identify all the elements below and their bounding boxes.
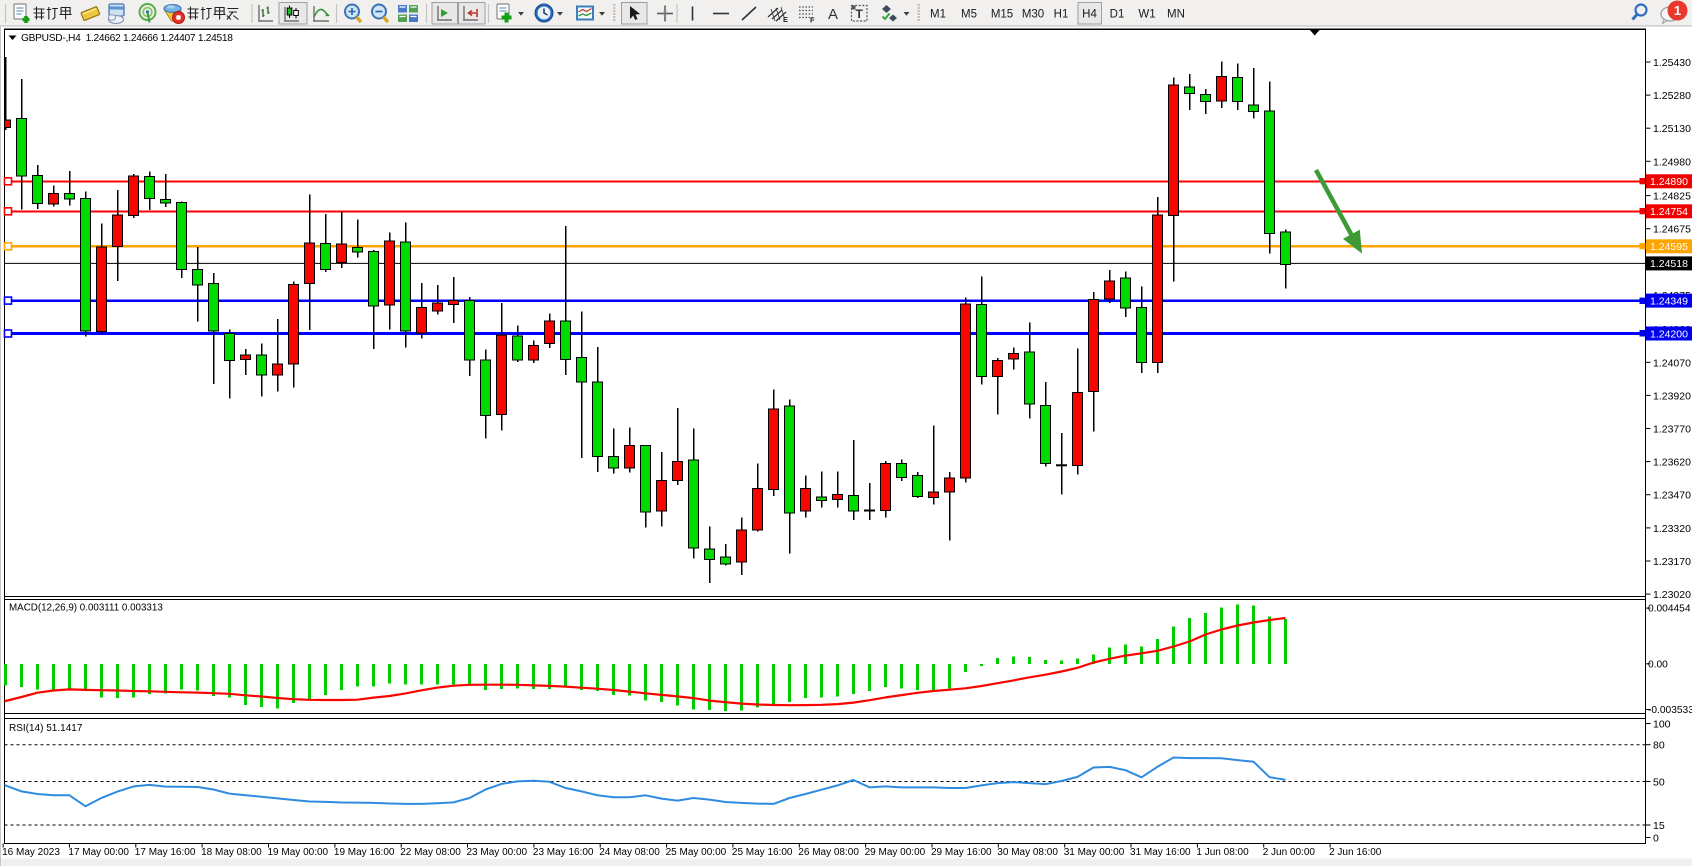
svg-text:1.24675: 1.24675	[1653, 224, 1691, 236]
svg-text:0.00: 0.00	[1648, 659, 1668, 670]
svg-text:1.23620: 1.23620	[1653, 457, 1691, 469]
svg-text:M1: M1	[930, 9, 946, 21]
svg-text:1.24754: 1.24754	[1650, 206, 1688, 218]
svg-text:22 May 08:00: 22 May 08:00	[400, 847, 461, 858]
svg-text:23 May 00:00: 23 May 00:00	[467, 847, 528, 858]
svg-text:D1: D1	[1110, 9, 1125, 21]
svg-text:1.25130: 1.25130	[1653, 123, 1691, 135]
svg-text:1.23470: 1.23470	[1653, 490, 1691, 502]
svg-text:2 Jun 00:00: 2 Jun 00:00	[1263, 847, 1316, 858]
svg-text:1.23770: 1.23770	[1653, 424, 1691, 436]
svg-text:1.25280: 1.25280	[1653, 90, 1691, 102]
svg-text:1.23320: 1.23320	[1653, 523, 1691, 535]
svg-text:GBPUSD-,H4 1.24662 1.24666 1.: GBPUSD-,H4 1.24662 1.24666 1.24407 1.245…	[21, 33, 233, 44]
svg-text:31 May 16:00: 31 May 16:00	[1130, 847, 1191, 858]
svg-text:M15: M15	[991, 9, 1013, 21]
svg-text:MN: MN	[1167, 9, 1185, 21]
svg-text:29 May 00:00: 29 May 00:00	[865, 847, 926, 858]
svg-text:17 May 00:00: 17 May 00:00	[68, 847, 129, 858]
svg-text:26 May 08:00: 26 May 08:00	[798, 847, 859, 858]
svg-text:1.24595: 1.24595	[1650, 241, 1688, 253]
svg-text:1.23920: 1.23920	[1653, 390, 1691, 402]
svg-text:29 May 16:00: 29 May 16:00	[931, 847, 992, 858]
svg-text:31 May 00:00: 31 May 00:00	[1064, 847, 1125, 858]
svg-text:1.24890: 1.24890	[1650, 176, 1688, 188]
svg-text:H4: H4	[1082, 9, 1097, 21]
svg-text:H1: H1	[1054, 9, 1069, 21]
svg-text:1: 1	[1674, 3, 1681, 18]
svg-text:1.24349: 1.24349	[1650, 295, 1688, 307]
svg-text:30 May 08:00: 30 May 08:00	[997, 847, 1058, 858]
svg-text:1 Jun 08:00: 1 Jun 08:00	[1196, 847, 1249, 858]
svg-text:T: T	[856, 7, 864, 21]
svg-text:24 May 08:00: 24 May 08:00	[599, 847, 660, 858]
svg-text:1.24070: 1.24070	[1653, 357, 1691, 369]
svg-text:50: 50	[1653, 777, 1665, 789]
svg-text:0.004454: 0.004454	[1648, 604, 1691, 615]
svg-text:23 May 16:00: 23 May 16:00	[533, 847, 594, 858]
svg-text:19 May 00:00: 19 May 00:00	[268, 847, 329, 858]
svg-text:1.25430: 1.25430	[1653, 57, 1691, 69]
svg-text:A: A	[828, 6, 838, 23]
svg-text:M5: M5	[961, 9, 977, 21]
svg-text:18 May 08:00: 18 May 08:00	[201, 847, 262, 858]
svg-text:F: F	[810, 16, 815, 25]
svg-text:M30: M30	[1022, 9, 1044, 21]
svg-text:25 May 16:00: 25 May 16:00	[732, 847, 793, 858]
svg-text:16 May 2023: 16 May 2023	[2, 847, 60, 858]
svg-text:-0.003533: -0.003533	[1648, 705, 1692, 716]
svg-text:1.24980: 1.24980	[1653, 156, 1691, 168]
svg-text:17 May 16:00: 17 May 16:00	[135, 847, 196, 858]
svg-text:1.24518: 1.24518	[1650, 258, 1688, 270]
svg-text:0: 0	[1653, 833, 1659, 845]
svg-text:25 May 00:00: 25 May 00:00	[666, 847, 727, 858]
svg-text:W1: W1	[1138, 9, 1155, 21]
svg-text:100: 100	[1653, 719, 1671, 731]
svg-text:1.23170: 1.23170	[1653, 556, 1691, 568]
svg-text:15: 15	[1653, 820, 1665, 832]
svg-text:1.23020: 1.23020	[1653, 589, 1691, 601]
svg-text:80: 80	[1653, 740, 1665, 752]
svg-text:RSI(14) 51.1417: RSI(14) 51.1417	[9, 723, 83, 734]
svg-text:MACD(12,26,9) 0.003111 0.00331: MACD(12,26,9) 0.003111 0.003313	[9, 603, 163, 614]
svg-text:1.24825: 1.24825	[1653, 191, 1691, 203]
svg-text:1.24200: 1.24200	[1650, 328, 1688, 340]
svg-text:19 May 16:00: 19 May 16:00	[334, 847, 395, 858]
svg-text:E: E	[783, 15, 788, 24]
svg-text:2 Jun 16:00: 2 Jun 16:00	[1329, 847, 1382, 858]
